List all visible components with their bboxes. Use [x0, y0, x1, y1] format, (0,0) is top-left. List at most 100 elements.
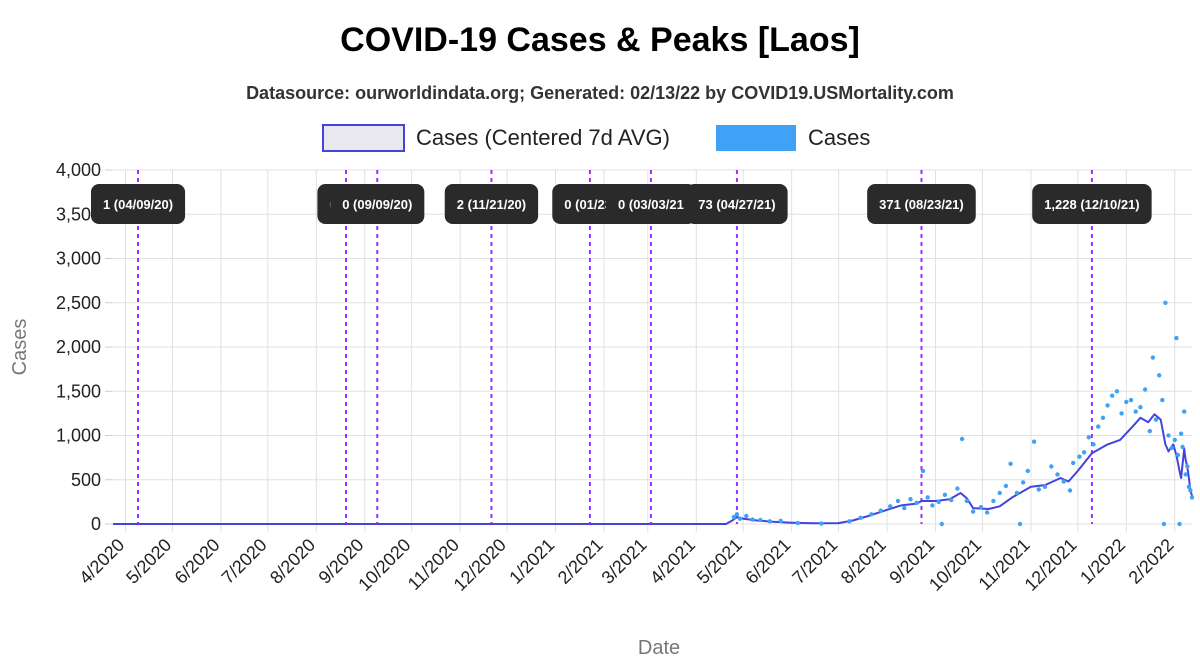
x-tick-label: 12/2021 — [1021, 535, 1081, 595]
peak-label-box — [606, 184, 696, 224]
legend-label-cases[interactable]: Cases — [808, 125, 870, 150]
y-axis-ticks: 0 500 1,000 1,500 2,000 2,500 3,000 3,500 4,000 — [56, 160, 113, 534]
case-point — [1180, 444, 1185, 450]
legend-swatch-cases[interactable] — [716, 125, 796, 151]
peak-label-text: 2 (11/21/20) — [457, 197, 526, 212]
peak-lines — [137, 170, 1093, 524]
case-point — [959, 436, 965, 442]
peak-label-text: 0 (01/23/ — [564, 197, 616, 212]
y-tick-label: 3,000 — [56, 249, 101, 269]
case-point — [1166, 433, 1171, 438]
x-tick-label: 1/2021 — [505, 535, 558, 588]
series-cases — [731, 300, 1195, 527]
y-tick-label: 500 — [71, 470, 101, 490]
case-point — [1178, 431, 1184, 436]
case-point — [1042, 484, 1048, 489]
x-tick-label: 6/2021 — [741, 535, 794, 588]
case-point — [888, 504, 893, 509]
case-point — [920, 468, 926, 474]
y-tick-label: 1,000 — [56, 426, 101, 446]
case-point — [1036, 487, 1042, 492]
x-tick-label: 4/2020 — [75, 535, 128, 588]
case-point — [1124, 399, 1129, 405]
case-point — [1086, 435, 1092, 440]
case-point — [778, 518, 783, 524]
case-point — [1071, 460, 1076, 466]
case-point — [758, 517, 763, 523]
case-point — [734, 512, 740, 517]
case-point — [1169, 445, 1174, 451]
x-tick-label: 3/2021 — [598, 535, 651, 588]
case-point — [1110, 393, 1115, 398]
case-point — [1020, 480, 1026, 485]
grid — [113, 169, 1192, 532]
case-point — [1182, 409, 1187, 414]
case-point — [997, 490, 1002, 496]
peak-label: 0 (09/09/20) — [330, 184, 425, 224]
case-point — [1174, 335, 1179, 341]
case-point — [1067, 488, 1073, 493]
case-point — [731, 514, 736, 520]
case-point — [914, 500, 919, 505]
case-point — [1105, 403, 1110, 408]
x-tick-label: 10/2021 — [925, 535, 985, 595]
case-point — [1160, 397, 1165, 403]
case-point — [869, 512, 874, 517]
peak-label-text: 1,228 (12/10/21) — [1044, 197, 1139, 212]
case-point — [1128, 397, 1134, 403]
case-point — [1119, 411, 1124, 416]
chart-subtitle: Datasource: ourworldindata.org; Generate… — [246, 83, 954, 103]
case-point — [1061, 479, 1067, 484]
x-tick-label: 6/2020 — [171, 535, 224, 588]
case-point — [1081, 450, 1087, 455]
peak-label-box — [867, 184, 976, 224]
x-tick-label: 4/2021 — [646, 535, 699, 588]
case-point — [925, 495, 930, 500]
case-point — [942, 492, 948, 497]
peak-label: 0 (03/03/21 — [606, 184, 696, 224]
legend-label-avg[interactable]: Cases (Centered 7d AVG) — [416, 125, 670, 150]
x-tick-label: 7/2021 — [788, 535, 841, 588]
case-point — [1185, 464, 1190, 469]
peak-label-box — [330, 184, 425, 224]
x-tick-label: 2/2021 — [554, 535, 607, 588]
case-point — [1163, 300, 1168, 305]
case-point — [878, 508, 883, 513]
case-point — [858, 515, 863, 520]
peak-label: 1,228 (12/10/21) — [1032, 184, 1152, 224]
case-point — [970, 509, 976, 514]
case-point — [936, 499, 941, 505]
case-point — [819, 521, 824, 526]
case-point — [1014, 490, 1020, 496]
avg-line — [113, 413, 1193, 525]
peak-label: 73 (04/27/21) — [686, 184, 788, 224]
peak-labels: 1 (04/09/20)0 (08/0 (09/09/20)2 (11/21/2… — [90, 184, 1152, 224]
peak-label-box — [444, 184, 539, 224]
peak-label-text: 0 (03/03/21 — [618, 197, 684, 212]
case-point — [955, 486, 960, 491]
x-tick-label: 1/2022 — [1076, 535, 1129, 588]
case-point — [1017, 521, 1023, 527]
peak-label-box — [686, 184, 788, 224]
peak-label-box — [1032, 184, 1152, 224]
case-point — [1153, 417, 1159, 422]
case-point — [1175, 452, 1181, 458]
series-avg — [113, 413, 1193, 525]
x-tick-label: 5/2021 — [693, 535, 746, 588]
case-point — [984, 510, 990, 515]
case-point — [737, 516, 743, 521]
peak-label-text: 1 (04/09/20) — [103, 197, 173, 212]
peak-label-box — [90, 184, 186, 224]
case-point — [1025, 468, 1031, 474]
case-point — [1133, 409, 1138, 414]
x-tick-label: 10/2020 — [354, 535, 414, 595]
case-point — [1049, 464, 1054, 469]
x-tick-label: 12/2020 — [450, 535, 510, 595]
legend-swatch-avg[interactable] — [322, 124, 405, 152]
case-point — [744, 513, 749, 519]
case-point — [1186, 484, 1192, 489]
y-tick-label: 3,500 — [56, 204, 101, 224]
y-tick-label: 2,500 — [56, 293, 101, 313]
x-axis-ticks: 4/20205/20206/20207/20208/20209/202010/2… — [75, 535, 1177, 595]
